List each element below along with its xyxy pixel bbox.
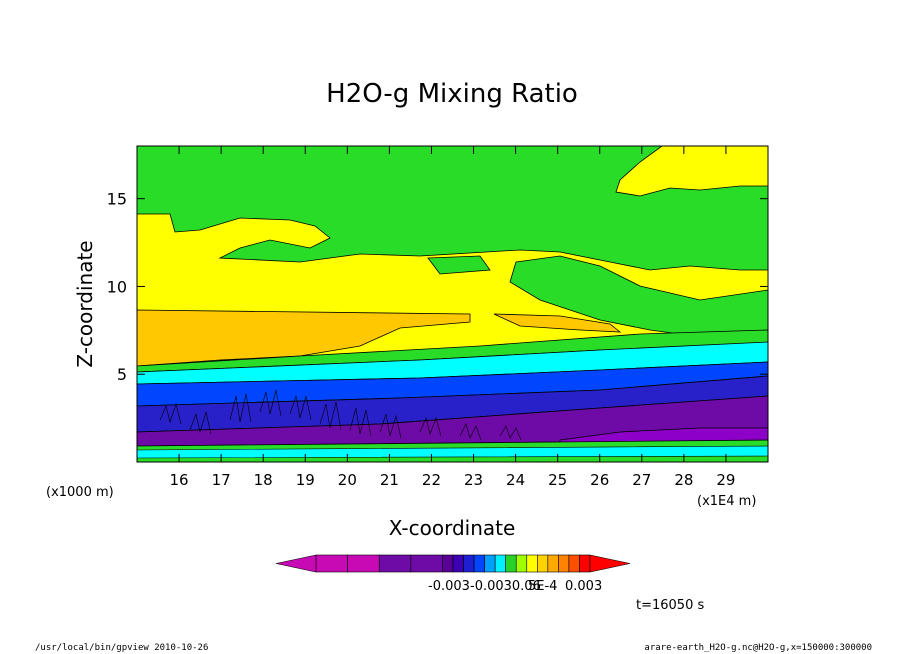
colorbar-segment (410, 554, 443, 573)
x-tick-label: 22 (422, 471, 441, 489)
colorbar-segment (347, 554, 380, 573)
colorbar-segment (473, 554, 485, 573)
y-tick-label: 10 (107, 277, 127, 296)
colorbar-arrow-left (275, 554, 317, 573)
colorbar-segment (505, 554, 517, 573)
time-annotation: t=16050 s (636, 598, 704, 613)
y-axis: 5 10 15 (107, 190, 768, 384)
x-tick-label: 28 (674, 471, 693, 489)
colorbar-segment (558, 554, 570, 573)
turbulence-streaks (159, 389, 522, 441)
x-axis: 16 17 18 19 20 21 22 23 24 25 26 27 28 29 (170, 146, 735, 489)
colorbar-segment (526, 554, 538, 573)
colorbar-label-2: -0.0030.06 (470, 579, 541, 594)
field-orange-small (493, 313, 622, 333)
y-tick-label: 15 (107, 190, 127, 209)
colorbar-segment (494, 554, 506, 573)
x-tick-label: 27 (632, 471, 651, 489)
colorbar-segment (442, 554, 454, 573)
colorbar-label-3: 5E-4 (528, 579, 557, 594)
chart-title: H2O-g Mixing Ratio (326, 79, 578, 109)
colorbar-arrow-right (589, 554, 631, 573)
colorbar-segment (378, 554, 412, 573)
plot-frame (136, 145, 769, 463)
plot-area (137, 146, 768, 462)
colorbar-label-1: -0.003 (428, 579, 470, 594)
colorbar-segment (484, 554, 496, 573)
field-green-patch (427, 255, 491, 275)
footer-left: /usr/local/bin/gpview 2010-10-26 (35, 643, 208, 653)
x-tick-label: 21 (380, 471, 399, 489)
field-bottom-cyan (137, 445, 768, 459)
y-axis-unit: (x1000 m) (46, 485, 114, 500)
y-tick-label: 5 (117, 365, 127, 384)
x-tick-label: 17 (212, 471, 231, 489)
x-axis-title: X-coordinate (389, 516, 516, 540)
colorbar-segment (537, 554, 549, 573)
colorbar-segment (547, 554, 559, 573)
colorbar-segment (315, 554, 348, 573)
x-tick-label: 24 (506, 471, 525, 489)
x-tick-label: 23 (464, 471, 483, 489)
x-tick-label: 25 (548, 471, 567, 489)
colorbar-labels: -0.003 -0.0030.06 5E-4 0.003 (428, 579, 602, 594)
x-axis-unit: (x1E4 m) (697, 494, 756, 509)
colorbar-segment (452, 554, 464, 573)
footer-right: arare-earth_H2O-g.nc@H2O-g,x=150000:3000… (644, 643, 872, 653)
field-yellow-top-right (615, 146, 768, 197)
colorbar-segment (515, 554, 528, 573)
x-tick-label: 20 (338, 471, 357, 489)
x-tick-label: 19 (296, 471, 315, 489)
colorbar-segment (568, 554, 580, 573)
x-tick-label: 18 (254, 471, 273, 489)
x-tick-label: 26 (590, 471, 609, 489)
x-tick-label: 29 (716, 471, 735, 489)
colorbar (275, 554, 631, 573)
colorbar-label-4: 0.003 (565, 579, 602, 594)
colorbar-segment (463, 554, 475, 573)
field-green-patch-right (509, 255, 768, 347)
y-axis-title: Z-coordinate (73, 240, 97, 367)
x-tick-label: 16 (170, 471, 189, 489)
colorbar-segment (579, 554, 591, 573)
